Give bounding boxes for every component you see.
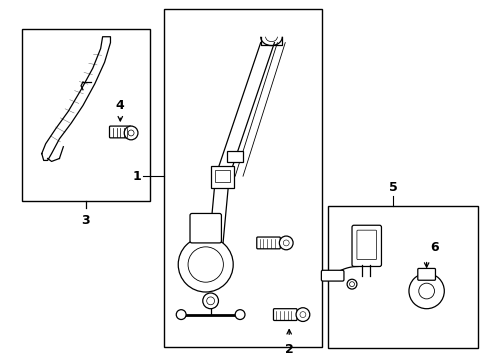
Circle shape <box>418 283 434 299</box>
Text: 1: 1 <box>132 170 141 183</box>
Circle shape <box>295 308 309 321</box>
Bar <box>164 9 321 347</box>
FancyBboxPatch shape <box>256 237 280 249</box>
Bar <box>210 166 234 188</box>
Bar <box>227 150 243 162</box>
Bar <box>328 206 477 348</box>
Circle shape <box>176 310 186 320</box>
Circle shape <box>283 240 288 246</box>
Bar <box>214 170 230 182</box>
FancyBboxPatch shape <box>273 309 296 320</box>
Circle shape <box>346 279 356 289</box>
Text: 2: 2 <box>284 343 293 356</box>
Circle shape <box>203 293 218 309</box>
Circle shape <box>128 130 134 136</box>
FancyBboxPatch shape <box>351 225 381 266</box>
FancyBboxPatch shape <box>356 230 376 260</box>
FancyBboxPatch shape <box>417 269 435 280</box>
Text: 3: 3 <box>81 215 90 228</box>
FancyBboxPatch shape <box>190 213 221 243</box>
Circle shape <box>408 273 444 309</box>
Circle shape <box>188 247 223 282</box>
Circle shape <box>178 237 233 292</box>
Text: 6: 6 <box>429 241 438 254</box>
Text: 4: 4 <box>116 99 124 112</box>
FancyBboxPatch shape <box>109 126 131 138</box>
Bar <box>22 29 149 201</box>
Circle shape <box>206 297 214 305</box>
FancyBboxPatch shape <box>321 270 343 281</box>
Circle shape <box>299 312 305 318</box>
Circle shape <box>124 126 138 140</box>
Text: 5: 5 <box>388 181 397 194</box>
Circle shape <box>235 310 244 320</box>
Circle shape <box>279 236 292 250</box>
Circle shape <box>349 282 354 287</box>
